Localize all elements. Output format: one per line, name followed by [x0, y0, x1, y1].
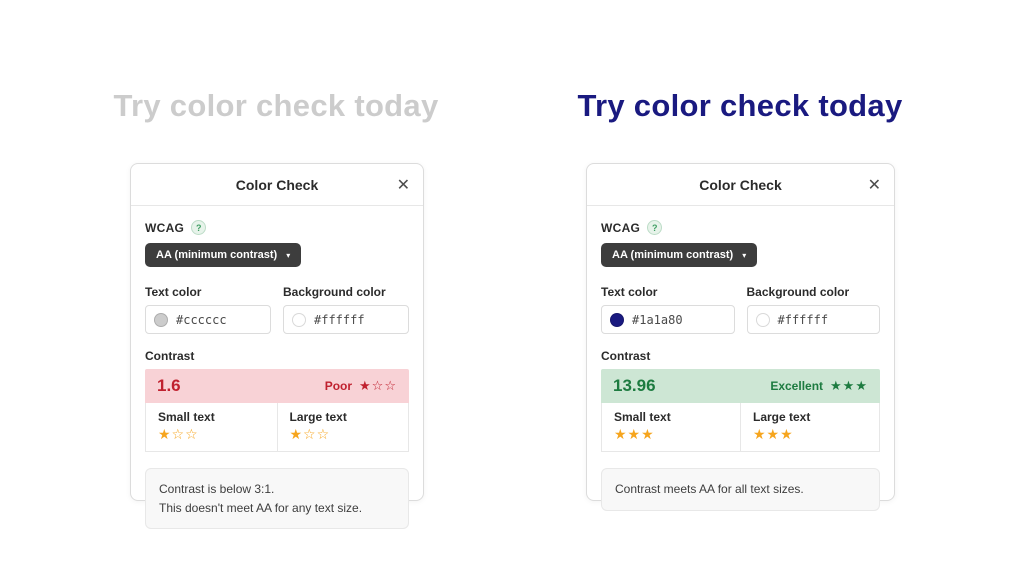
text-color-label: Text color: [601, 285, 658, 299]
dropdown-label: AA (minimum contrast): [156, 249, 278, 261]
text-color-field: Text color #1a1a80: [601, 285, 735, 334]
background-color-input[interactable]: #ffffff: [746, 305, 880, 334]
panel-header: Color Check ✕: [587, 164, 894, 206]
contrast-section-label: Contrast: [145, 349, 195, 363]
small-text-label: Small text: [158, 410, 215, 424]
small-text-stars-icon: ★☆☆: [158, 427, 199, 443]
text-color-label: Text color: [145, 285, 202, 299]
rating-stars-icon: ★☆☆: [359, 378, 397, 394]
text-color-input[interactable]: #cccccc: [145, 305, 271, 334]
color-fields-row: Text color #1a1a80 Background color #fff…: [601, 285, 880, 334]
small-text-stars-icon: ★★★: [614, 427, 655, 443]
panel-body: WCAG ? AA (minimum contrast) ▾ Text colo…: [587, 206, 894, 511]
contrast-rating: Poor ★☆☆: [325, 379, 397, 394]
contrast-rating: Excellent ★★★: [770, 379, 868, 394]
text-color-swatch-icon[interactable]: [610, 312, 624, 327]
large-text-cell: Large text ★★★: [740, 403, 880, 452]
color-check-panel-left: Color Check ✕ WCAG ? AA (minimum contras…: [130, 163, 424, 530]
headline-low-contrast: Try color check today: [113, 88, 439, 123]
contrast-note: Contrast is below 3:1. This doesn't meet…: [145, 468, 409, 530]
small-text-cell: Small text ★☆☆: [145, 403, 278, 452]
text-color-swatch-icon[interactable]: [154, 312, 168, 327]
large-text-stars-icon: ★☆☆: [289, 427, 331, 443]
background-color-label: Background color: [283, 285, 386, 299]
panel-header: Color Check ✕: [131, 164, 423, 206]
background-color-swatch-icon[interactable]: [292, 312, 306, 327]
wcag-row: WCAG ?: [145, 220, 409, 235]
close-icon[interactable]: ✕: [867, 174, 881, 194]
text-color-value: #cccccc: [176, 312, 227, 327]
wcag-row: WCAG ?: [601, 220, 880, 235]
large-text-label: Large text: [753, 410, 811, 424]
rating-label: Excellent: [770, 379, 824, 393]
text-color-input[interactable]: #1a1a80: [601, 305, 735, 334]
help-icon[interactable]: ?: [191, 220, 207, 235]
rating-label: Poor: [324, 379, 353, 393]
large-text-cell: Large text ★☆☆: [276, 403, 409, 452]
note-line: Contrast is below 3:1.: [159, 482, 275, 496]
background-color-value: #ffffff: [314, 312, 365, 327]
note-line: This doesn't meet AA for any text size.: [159, 500, 363, 515]
panel-title: Color Check: [235, 176, 319, 193]
chevron-down-icon: ▾: [742, 250, 747, 260]
text-color-field: Text color #cccccc: [145, 285, 271, 334]
small-text-cell: Small text ★★★: [601, 403, 741, 452]
dropdown-label: AA (minimum contrast): [612, 249, 734, 261]
wcag-label: WCAG: [601, 220, 641, 235]
large-text-stars-icon: ★★★: [753, 427, 794, 443]
panel-body: WCAG ? AA (minimum contrast) ▾ Text colo…: [131, 206, 423, 530]
contrast-ratio-value: 1.6: [157, 376, 181, 395]
contrast-note: Contrast meets AA for all text sizes.: [601, 468, 880, 511]
rating-stars-icon: ★★★: [830, 378, 868, 394]
wcag-level-dropdown[interactable]: AA (minimum contrast) ▾: [601, 243, 758, 267]
text-size-cells: Small text ★☆☆ Large text ★☆☆: [145, 403, 409, 452]
background-color-value: #ffffff: [777, 312, 829, 327]
note-line: Contrast meets AA for all text sizes.: [615, 482, 804, 496]
headline-high-contrast: Try color check today: [577, 88, 903, 123]
color-fields-row: Text color #cccccc Background color #fff…: [145, 285, 409, 334]
background-color-input[interactable]: #ffffff: [283, 305, 409, 334]
chevron-down-icon: ▾: [286, 250, 291, 260]
small-text-label: Small text: [614, 410, 671, 424]
contrast-result-banner: 1.6 Poor ★☆☆: [145, 369, 409, 403]
contrast-result-banner: 13.96 Excellent ★★★: [601, 369, 880, 403]
background-color-swatch-icon[interactable]: [755, 312, 770, 327]
help-icon[interactable]: ?: [647, 220, 663, 235]
background-color-label: Background color: [746, 285, 850, 299]
text-size-cells: Small text ★★★ Large text ★★★: [601, 403, 880, 452]
contrast-section-label: Contrast: [601, 349, 651, 363]
contrast-ratio-value: 13.96: [613, 376, 656, 395]
color-check-panel-right: Color Check ✕ WCAG ? AA (minimum contras…: [586, 163, 895, 511]
wcag-level-dropdown[interactable]: AA (minimum contrast) ▾: [145, 243, 302, 267]
background-color-field: Background color #ffffff: [283, 285, 409, 334]
close-icon[interactable]: ✕: [396, 174, 410, 194]
panel-title: Color Check: [699, 176, 782, 193]
wcag-label: WCAG: [145, 220, 185, 235]
text-color-value: #1a1a80: [632, 312, 683, 327]
background-color-field: Background color #ffffff: [746, 285, 880, 334]
large-text-label: Large text: [289, 410, 347, 424]
